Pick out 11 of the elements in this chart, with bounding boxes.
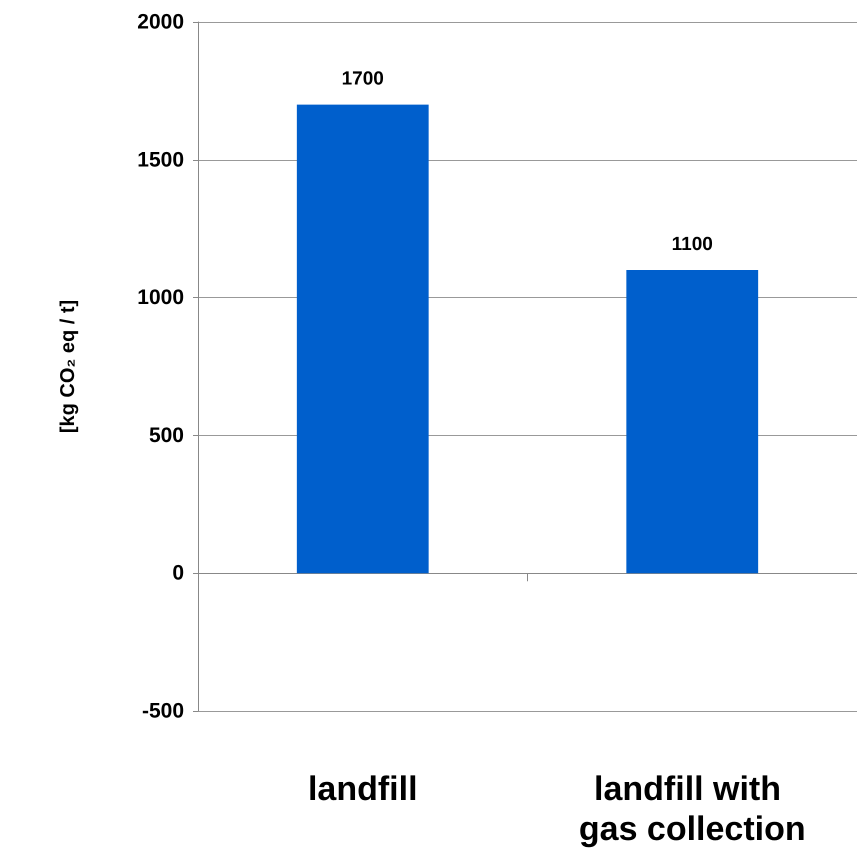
y-tick-label: 0	[172, 562, 184, 585]
y-tick-label: 500	[148, 424, 184, 447]
y-tick-label: 1000	[137, 286, 184, 310]
x-tick-label: landfill	[308, 770, 418, 808]
y-tick-label: 2000	[137, 10, 184, 34]
data-label: 1100	[672, 234, 713, 256]
y-axis-title: [kg CO₂ eq / t]	[57, 300, 79, 434]
y-tick-label: 1500	[137, 148, 184, 172]
x-tick-label: landfill with gas collection	[578, 770, 806, 848]
data-label: 1700	[342, 68, 384, 90]
y-tick-label: -500	[142, 700, 184, 722]
